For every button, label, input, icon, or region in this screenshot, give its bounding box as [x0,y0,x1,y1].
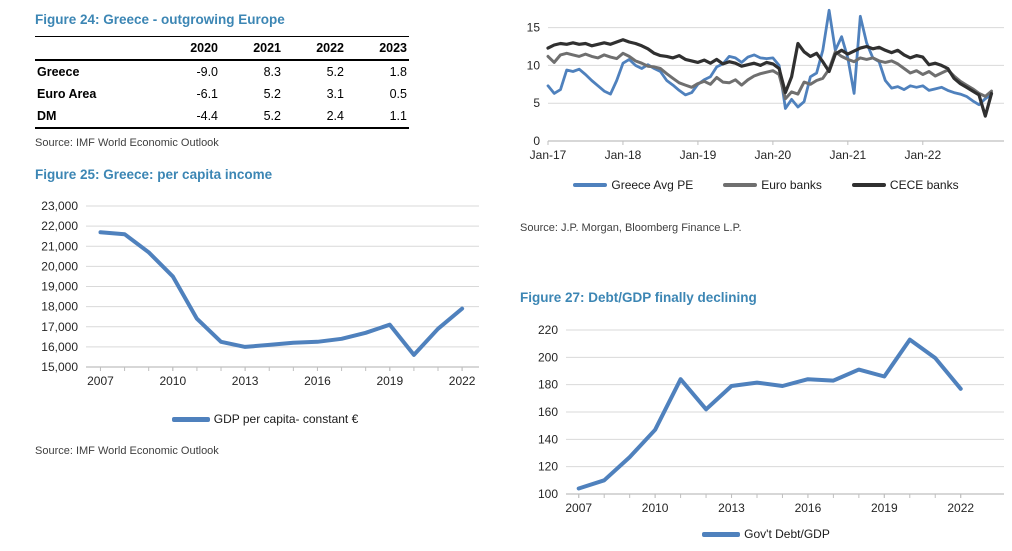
legend-item: GDP per capita- constant € [171,412,359,426]
cell: -9.0 [196,65,218,79]
svg-text:15,000: 15,000 [41,360,78,374]
figure-25-title: Figure 25: Greece: per capita income [35,167,273,182]
svg-text:18,000: 18,000 [41,300,78,314]
svg-text:16,000: 16,000 [41,340,78,354]
table-corner-cell [35,37,157,61]
cell: 3.1 [326,87,344,101]
svg-text:2016: 2016 [795,501,822,515]
svg-text:22,000: 22,000 [41,219,78,233]
cell: 5.2 [263,87,281,101]
svg-text:Jan-22: Jan-22 [904,148,941,162]
svg-text:2019: 2019 [376,374,403,388]
svg-text:2019: 2019 [871,501,898,515]
svg-text:200: 200 [538,350,558,364]
table-header-2023: 2023 [379,41,407,55]
cell: 1.1 [389,109,407,123]
legend-item: CECE banks [851,178,959,192]
cell: 5.2 [263,109,281,123]
svg-text:15: 15 [527,21,541,35]
svg-text:Jan-17: Jan-17 [530,148,567,162]
cell: 0.5 [389,87,407,101]
svg-text:2007: 2007 [87,374,114,388]
svg-text:Jan-19: Jan-19 [680,148,717,162]
cell: 1.8 [389,65,407,79]
svg-text:2022: 2022 [449,374,476,388]
figure-26-legend: Greece Avg PE Euro banks CECE banks [520,178,1012,192]
table-header-2022: 2022 [316,41,344,55]
legend-label: CECE banks [889,178,959,192]
table-header-row: 2020 2021 2022 2023 [35,36,409,61]
figure-24-source: Source: IMF World Economic Outlook [35,137,219,149]
legend-label: Euro banks [761,178,822,192]
svg-text:2016: 2016 [304,374,331,388]
svg-text:2007: 2007 [565,501,592,515]
figure-24-title: Figure 24: Greece - outgrowing Europe [35,12,285,27]
legend-label: Gov't Debt/GDP [744,527,830,541]
legend-item: Euro banks [723,178,822,192]
table-row-dm: DM -4.4 5.2 2.4 1.1 [35,105,409,128]
cell: -6.1 [196,87,218,101]
svg-text:2010: 2010 [642,501,669,515]
figure-25-legend: GDP per capita- constant € [35,412,495,426]
svg-text:5: 5 [533,96,540,110]
legend-item: Gov't Debt/GDP [702,527,830,541]
legend-label: GDP per capita- constant € [213,412,359,426]
svg-text:21,000: 21,000 [41,239,78,253]
figure-27-title: Figure 27: Debt/GDP finally declining [520,290,757,305]
growth-table: 2020 2021 2022 2023 Greece -9.0 8.3 5.2 … [35,36,409,129]
svg-text:120: 120 [538,460,558,474]
figure-26-source: Source: J.P. Morgan, Bloomberg Finance L… [520,222,742,234]
cell: 5.2 [326,65,344,79]
line-swatch-icon [171,416,210,422]
svg-text:19,000: 19,000 [41,280,78,294]
svg-text:220: 220 [538,323,558,337]
line-swatch-icon [851,183,886,187]
svg-text:Jan-20: Jan-20 [755,148,792,162]
debt-gdp-chart: 100 120 140 160 180 200 220 2007 2010 2013 2016 201… [538,323,1004,515]
bank-pe-chart: 0 5 10 15 Jan-17 Jan-18 Jan-19 Jan-20 Jan-21 Jan-… [527,8,1004,162]
cell: 2.4 [326,109,344,123]
svg-text:2013: 2013 [718,501,745,515]
legend-item: Greece Avg PE [573,178,693,192]
svg-text:180: 180 [538,378,558,392]
line-swatch-icon [702,531,741,537]
svg-text:100: 100 [538,487,558,501]
svg-text:17,000: 17,000 [41,320,78,334]
table-header-2021: 2021 [253,41,281,55]
line-swatch-icon [573,183,608,187]
table-row-greece: Greece -9.0 8.3 5.2 1.8 [35,60,409,83]
table-row-euro-area: Euro Area -6.1 5.2 3.1 0.5 [35,83,409,105]
gdp-per-capita-chart: 15,000 16,000 17,000 18,000 19,000 20,000 21,0… [41,199,479,388]
row-label: DM [37,109,57,123]
figure-27-legend: Gov't Debt/GDP [520,527,1012,541]
table-header-2020: 2020 [190,41,218,55]
cell: 8.3 [263,65,281,79]
legend-label: Greece Avg PE [611,178,694,192]
svg-text:Jan-18: Jan-18 [605,148,642,162]
svg-text:Jan-21: Jan-21 [829,148,866,162]
svg-text:2022: 2022 [947,501,974,515]
svg-text:20,000: 20,000 [41,259,78,273]
svg-text:23,000: 23,000 [41,199,78,213]
svg-text:0: 0 [533,134,540,148]
svg-text:2013: 2013 [232,374,259,388]
line-swatch-icon [723,183,758,187]
svg-text:160: 160 [538,405,558,419]
svg-text:140: 140 [538,432,558,446]
row-label: Greece [37,65,80,79]
svg-text:2010: 2010 [159,374,186,388]
cell: -4.4 [196,109,218,123]
row-label: Euro Area [37,87,97,101]
svg-text:10: 10 [527,58,541,72]
figure-25-source: Source: IMF World Economic Outlook [35,445,219,457]
